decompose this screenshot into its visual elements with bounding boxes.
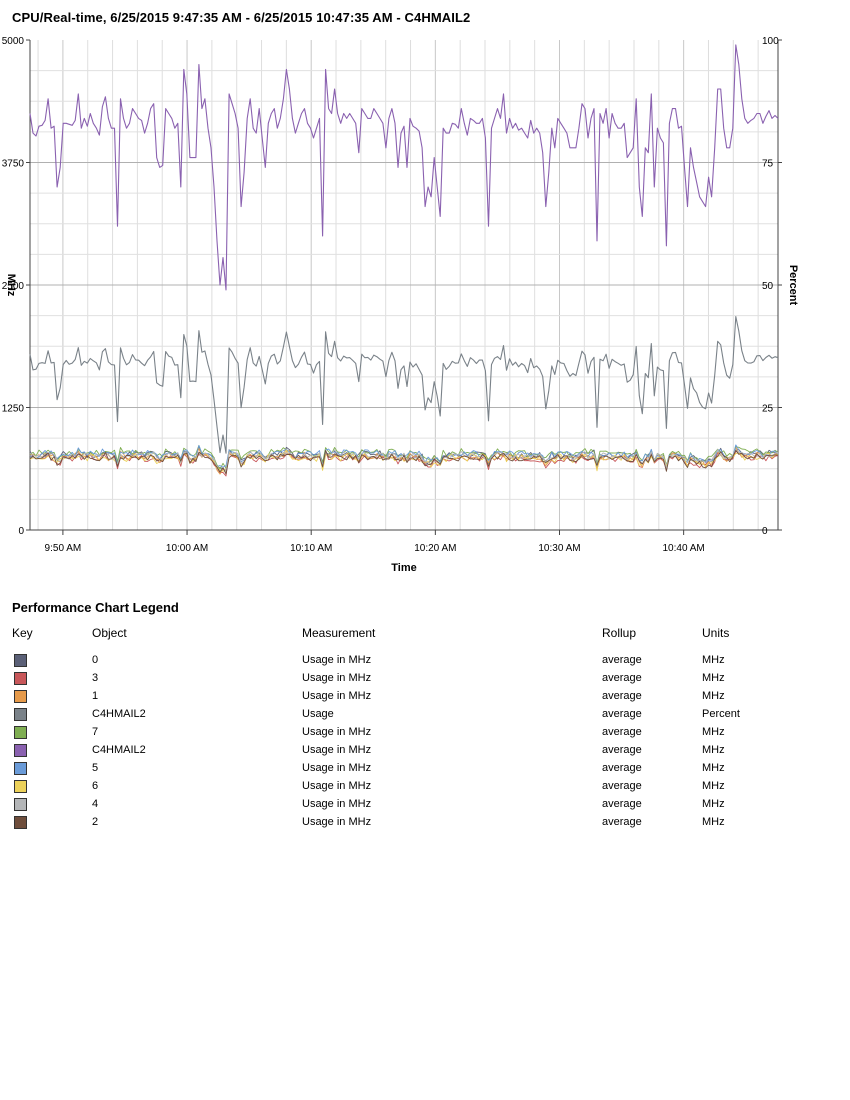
x-axis-title: Time — [391, 562, 416, 574]
legend-row: C4HMAIL2 Usage in MHz average MHz — [12, 742, 812, 760]
legend-units: MHz — [702, 690, 725, 702]
chart-axes — [26, 39, 782, 535]
legend-units: MHz — [702, 672, 725, 684]
legend-row: 3 Usage in MHz average MHz — [12, 670, 812, 688]
y-tick-label-left: 5000 — [2, 36, 25, 47]
series-line-2-mhz — [29, 449, 778, 475]
legend-row: 1 Usage in MHz average MHz — [12, 688, 812, 706]
legend-header-row: Key Object Measurement Rollup Units — [12, 624, 812, 652]
x-tick-label: 10:30 AM — [538, 543, 580, 554]
legend-color-swatch — [14, 798, 27, 811]
legend-header-units: Units — [702, 626, 730, 640]
performance-chart-legend: Key Object Measurement Rollup Units 0 Usa… — [12, 624, 812, 832]
y-tick-label-right: 50 — [762, 281, 774, 292]
legend-row: 0 Usage in MHz average MHz — [12, 652, 812, 670]
x-tick-label: 10:00 AM — [166, 543, 208, 554]
legend-color-swatch — [14, 726, 27, 739]
x-tick-label: 10:10 AM — [290, 543, 332, 554]
legend-object: 2 — [92, 816, 99, 828]
legend-object: 3 — [92, 672, 99, 684]
chart-labels: 0 1250 2500 3750 5000 0 25 50 75 100 9:50 AM 10:00 … — [2, 36, 799, 574]
legend-measurement: Usage in MHz — [302, 690, 372, 702]
chart-title: CPU/Real-time, 6/25/2015 9:47:35 AM - 6/… — [12, 10, 471, 25]
legend-row: 6 Usage in MHz average MHz — [12, 778, 812, 796]
legend-row: 7 Usage in MHz average MHz — [12, 724, 812, 742]
legend-measurement: Usage in MHz — [302, 762, 372, 774]
legend-row: C4HMAIL2 Usage average Percent — [12, 706, 812, 724]
legend-units: MHz — [702, 762, 725, 774]
x-tick-label: 10:20 AM — [414, 543, 456, 554]
legend-units: MHz — [702, 798, 725, 810]
cpu-performance-chart: 0 1250 2500 3750 5000 0 25 50 75 100 9:50 AM 10:00 … — [2, 36, 799, 574]
y-tick-label-right: 100 — [762, 36, 779, 47]
legend-title: Performance Chart Legend — [12, 600, 179, 615]
legend-units: MHz — [702, 654, 725, 666]
legend-header-key: Key — [12, 626, 33, 640]
legend-rollup: average — [602, 780, 642, 792]
legend-object: 4 — [92, 798, 99, 810]
legend-color-swatch — [14, 816, 27, 829]
legend-object: 5 — [92, 762, 99, 774]
legend-object: 1 — [92, 690, 99, 702]
legend-measurement: Usage in MHz — [302, 744, 372, 756]
legend-units: MHz — [702, 816, 725, 828]
series-line-c4hmail2-percent — [29, 316, 779, 454]
legend-color-swatch — [14, 744, 27, 757]
y-tick-label-left: 2500 — [2, 281, 25, 292]
legend-rollup: average — [602, 798, 642, 810]
legend-rollup: average — [602, 690, 642, 702]
legend-measurement: Usage — [302, 708, 334, 720]
legend-color-swatch — [14, 690, 27, 703]
y-tick-label-right: 75 — [762, 159, 774, 170]
legend-rollup: average — [602, 744, 642, 756]
y-tick-label-left: 3750 — [2, 159, 25, 170]
y-tick-label-left: 1250 — [2, 404, 25, 415]
legend-measurement: Usage in MHz — [302, 816, 372, 828]
legend-units: MHz — [702, 780, 725, 792]
legend-row: 2 Usage in MHz average MHz — [12, 814, 812, 832]
legend-measurement: Usage in MHz — [302, 798, 372, 810]
legend-header-object: Object — [92, 626, 127, 640]
series-line-4-mhz — [29, 448, 779, 473]
legend-color-swatch — [14, 654, 27, 667]
legend-color-swatch — [14, 708, 27, 721]
series-line-c4hmail2-mhz — [29, 44, 779, 291]
legend-measurement: Usage in MHz — [302, 654, 372, 666]
legend-header-rollup: Rollup — [602, 626, 637, 640]
legend-object: C4HMAIL2 — [92, 708, 146, 720]
chart-series — [29, 44, 779, 477]
legend-rollup: average — [602, 708, 642, 720]
legend-units: MHz — [702, 726, 725, 738]
legend-rollup: average — [602, 816, 642, 828]
legend-color-swatch — [14, 672, 27, 685]
legend-header-measurement: Measurement — [302, 626, 376, 640]
legend-measurement: Usage in MHz — [302, 780, 372, 792]
y-tick-label-left: 0 — [18, 526, 24, 537]
legend-rows: 0 Usage in MHz average MHz 3 Usage in MHz aver… — [12, 652, 812, 832]
legend-rollup: average — [602, 672, 642, 684]
y-axis-title-right: Percent — [787, 265, 799, 306]
legend-units: Percent — [702, 708, 740, 720]
legend-object: C4HMAIL2 — [92, 744, 146, 756]
legend-units: MHz — [702, 744, 725, 756]
y-tick-label-right: 25 — [762, 404, 774, 415]
x-tick-label: 10:40 AM — [663, 543, 705, 554]
legend-object: 7 — [92, 726, 99, 738]
legend-row: 5 Usage in MHz average MHz — [12, 760, 812, 778]
legend-measurement: Usage in MHz — [302, 726, 372, 738]
legend-color-swatch — [14, 762, 27, 775]
legend-rollup: average — [602, 762, 642, 774]
y-axis-title-left: MHz — [5, 274, 17, 297]
legend-object: 6 — [92, 780, 99, 792]
legend-measurement: Usage in MHz — [302, 672, 372, 684]
y-tick-label-right: 0 — [762, 526, 768, 537]
legend-object: 0 — [92, 654, 99, 666]
legend-row: 4 Usage in MHz average MHz — [12, 796, 812, 814]
legend-rollup: average — [602, 654, 642, 666]
legend-color-swatch — [14, 780, 27, 793]
x-tick-label: 9:50 AM — [45, 543, 82, 554]
legend-rollup: average — [602, 726, 642, 738]
